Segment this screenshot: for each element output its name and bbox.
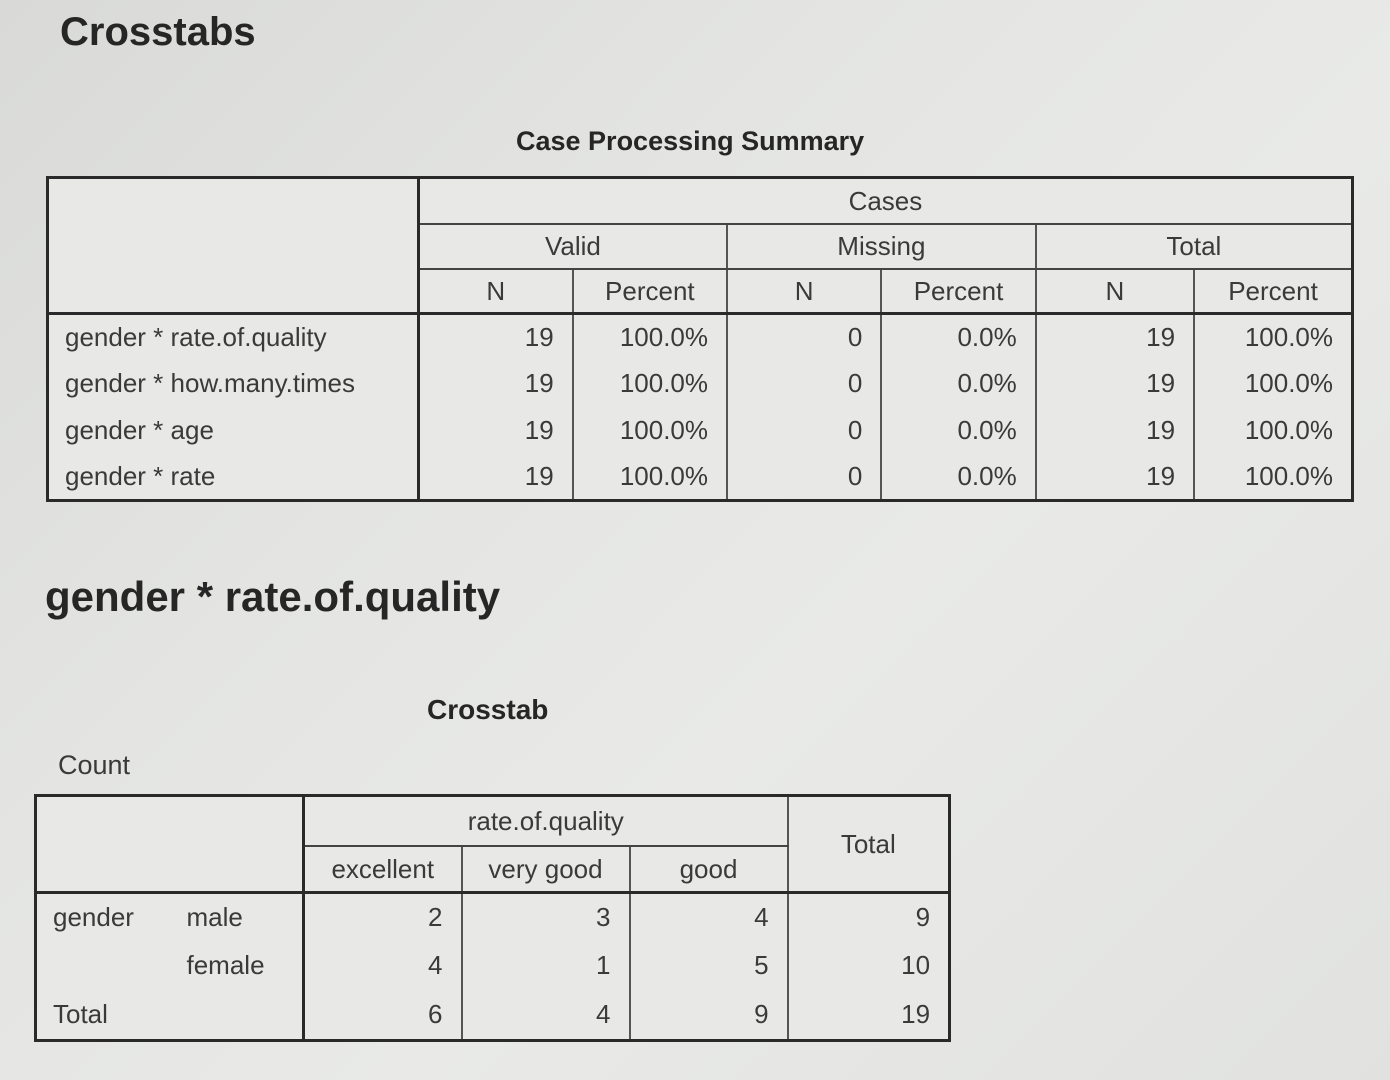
cell-valid-percent: 100.0%	[571, 453, 729, 501]
row-variable-label: gender	[34, 892, 171, 942]
subheader-percent: Percent	[1193, 268, 1354, 316]
case-processing-summary-table: Cases Valid Missing Total N Percent N Pe…	[46, 176, 1354, 502]
table-row: female 4 1 5 10	[34, 941, 951, 990]
subheader-n: N	[726, 268, 883, 316]
cell-valid-n: 19	[417, 453, 574, 501]
column-header: excellent	[302, 846, 463, 895]
row-variable-spacer	[34, 941, 171, 990]
table-row: gender male 2 3 4 9	[34, 892, 951, 942]
table-cell: 1	[460, 941, 631, 990]
row-category-label: female	[170, 941, 305, 990]
table-cell: 5	[628, 941, 789, 990]
row-label: gender * rate.of.quality	[46, 313, 420, 361]
cell-total-percent: 100.0%	[1193, 407, 1354, 454]
header-total: Total	[1034, 224, 1354, 270]
column-total-cell: 4	[460, 989, 631, 1041]
cell-missing-percent: 0.0%	[880, 313, 1037, 361]
cell-total-percent: 100.0%	[1193, 360, 1354, 408]
cell-valid-percent: 100.0%	[571, 313, 729, 361]
header-valid: Valid	[417, 224, 729, 270]
table-cell: 4	[628, 892, 789, 942]
table-corner	[34, 795, 305, 895]
cell-total-n: 19	[1034, 453, 1196, 501]
cell-total-percent: 100.0%	[1193, 313, 1354, 361]
cell-missing-percent: 0.0%	[880, 453, 1037, 501]
section-title: gender * rate.of.quality	[45, 573, 501, 620]
table-cell: 3	[460, 892, 631, 942]
header-cases: Cases	[417, 177, 1354, 226]
header-total: Total	[786, 795, 951, 895]
subheader-n: N	[417, 268, 574, 316]
total-row-label: Total	[34, 989, 305, 1041]
row-category-label: male	[170, 892, 305, 942]
cell-valid-n: 19	[417, 407, 574, 454]
cell-valid-n: 19	[417, 360, 574, 408]
statistic-label: Count	[58, 750, 131, 780]
cell-missing-percent: 0.0%	[880, 360, 1037, 408]
crosstab-table: rate.of.quality Total excellent very goo…	[34, 794, 952, 1042]
cell-total-percent: 100.0%	[1193, 453, 1354, 501]
cell-missing-n: 0	[726, 453, 883, 501]
cell-valid-n: 19	[417, 313, 574, 361]
row-label: gender * rate	[46, 453, 420, 501]
table-row: gender * how.many.times 19 100.0% 0 0.0%…	[46, 360, 1354, 408]
column-variable-label: rate.of.quality	[302, 795, 789, 848]
table-row: gender * age 19 100.0% 0 0.0% 19 100.0%	[46, 407, 1354, 454]
row-total-cell: 9	[786, 892, 951, 942]
grand-total-cell: 19	[786, 989, 951, 1041]
cell-missing-n: 0	[726, 360, 883, 408]
table-row: gender * rate.of.quality 19 100.0% 0 0.0…	[46, 313, 1354, 361]
cell-valid-percent: 100.0%	[571, 360, 729, 408]
page-title: Crosstabs	[60, 10, 256, 54]
column-header: very good	[460, 846, 631, 895]
header-missing: Missing	[726, 224, 1037, 270]
subheader-percent: Percent	[880, 268, 1037, 316]
cell-valid-percent: 100.0%	[571, 407, 729, 454]
cell-missing-n: 0	[726, 313, 883, 361]
row-total-cell: 10	[786, 941, 951, 990]
table-row: gender * rate 19 100.0% 0 0.0% 19 100.0%	[46, 453, 1354, 501]
row-label: gender * age	[46, 407, 420, 454]
cell-total-n: 19	[1034, 407, 1196, 454]
cell-total-n: 19	[1034, 360, 1196, 408]
table-cell: 4	[302, 941, 463, 990]
subheader-percent: Percent	[571, 268, 729, 316]
crosstab-title: Crosstab	[427, 694, 549, 725]
table-corner	[46, 177, 420, 316]
cell-missing-percent: 0.0%	[880, 407, 1037, 454]
cell-missing-n: 0	[726, 407, 883, 454]
column-total-cell: 9	[628, 989, 789, 1041]
row-label: gender * how.many.times	[46, 360, 420, 408]
column-total-cell: 6	[302, 989, 463, 1041]
column-header: good	[628, 846, 789, 895]
table-cell: 2	[302, 892, 463, 942]
subheader-n: N	[1034, 268, 1196, 316]
cell-total-n: 19	[1034, 313, 1196, 361]
case-processing-summary-title: Case Processing Summary	[516, 126, 865, 156]
table-row: Total 6 4 9 19	[34, 989, 951, 1041]
